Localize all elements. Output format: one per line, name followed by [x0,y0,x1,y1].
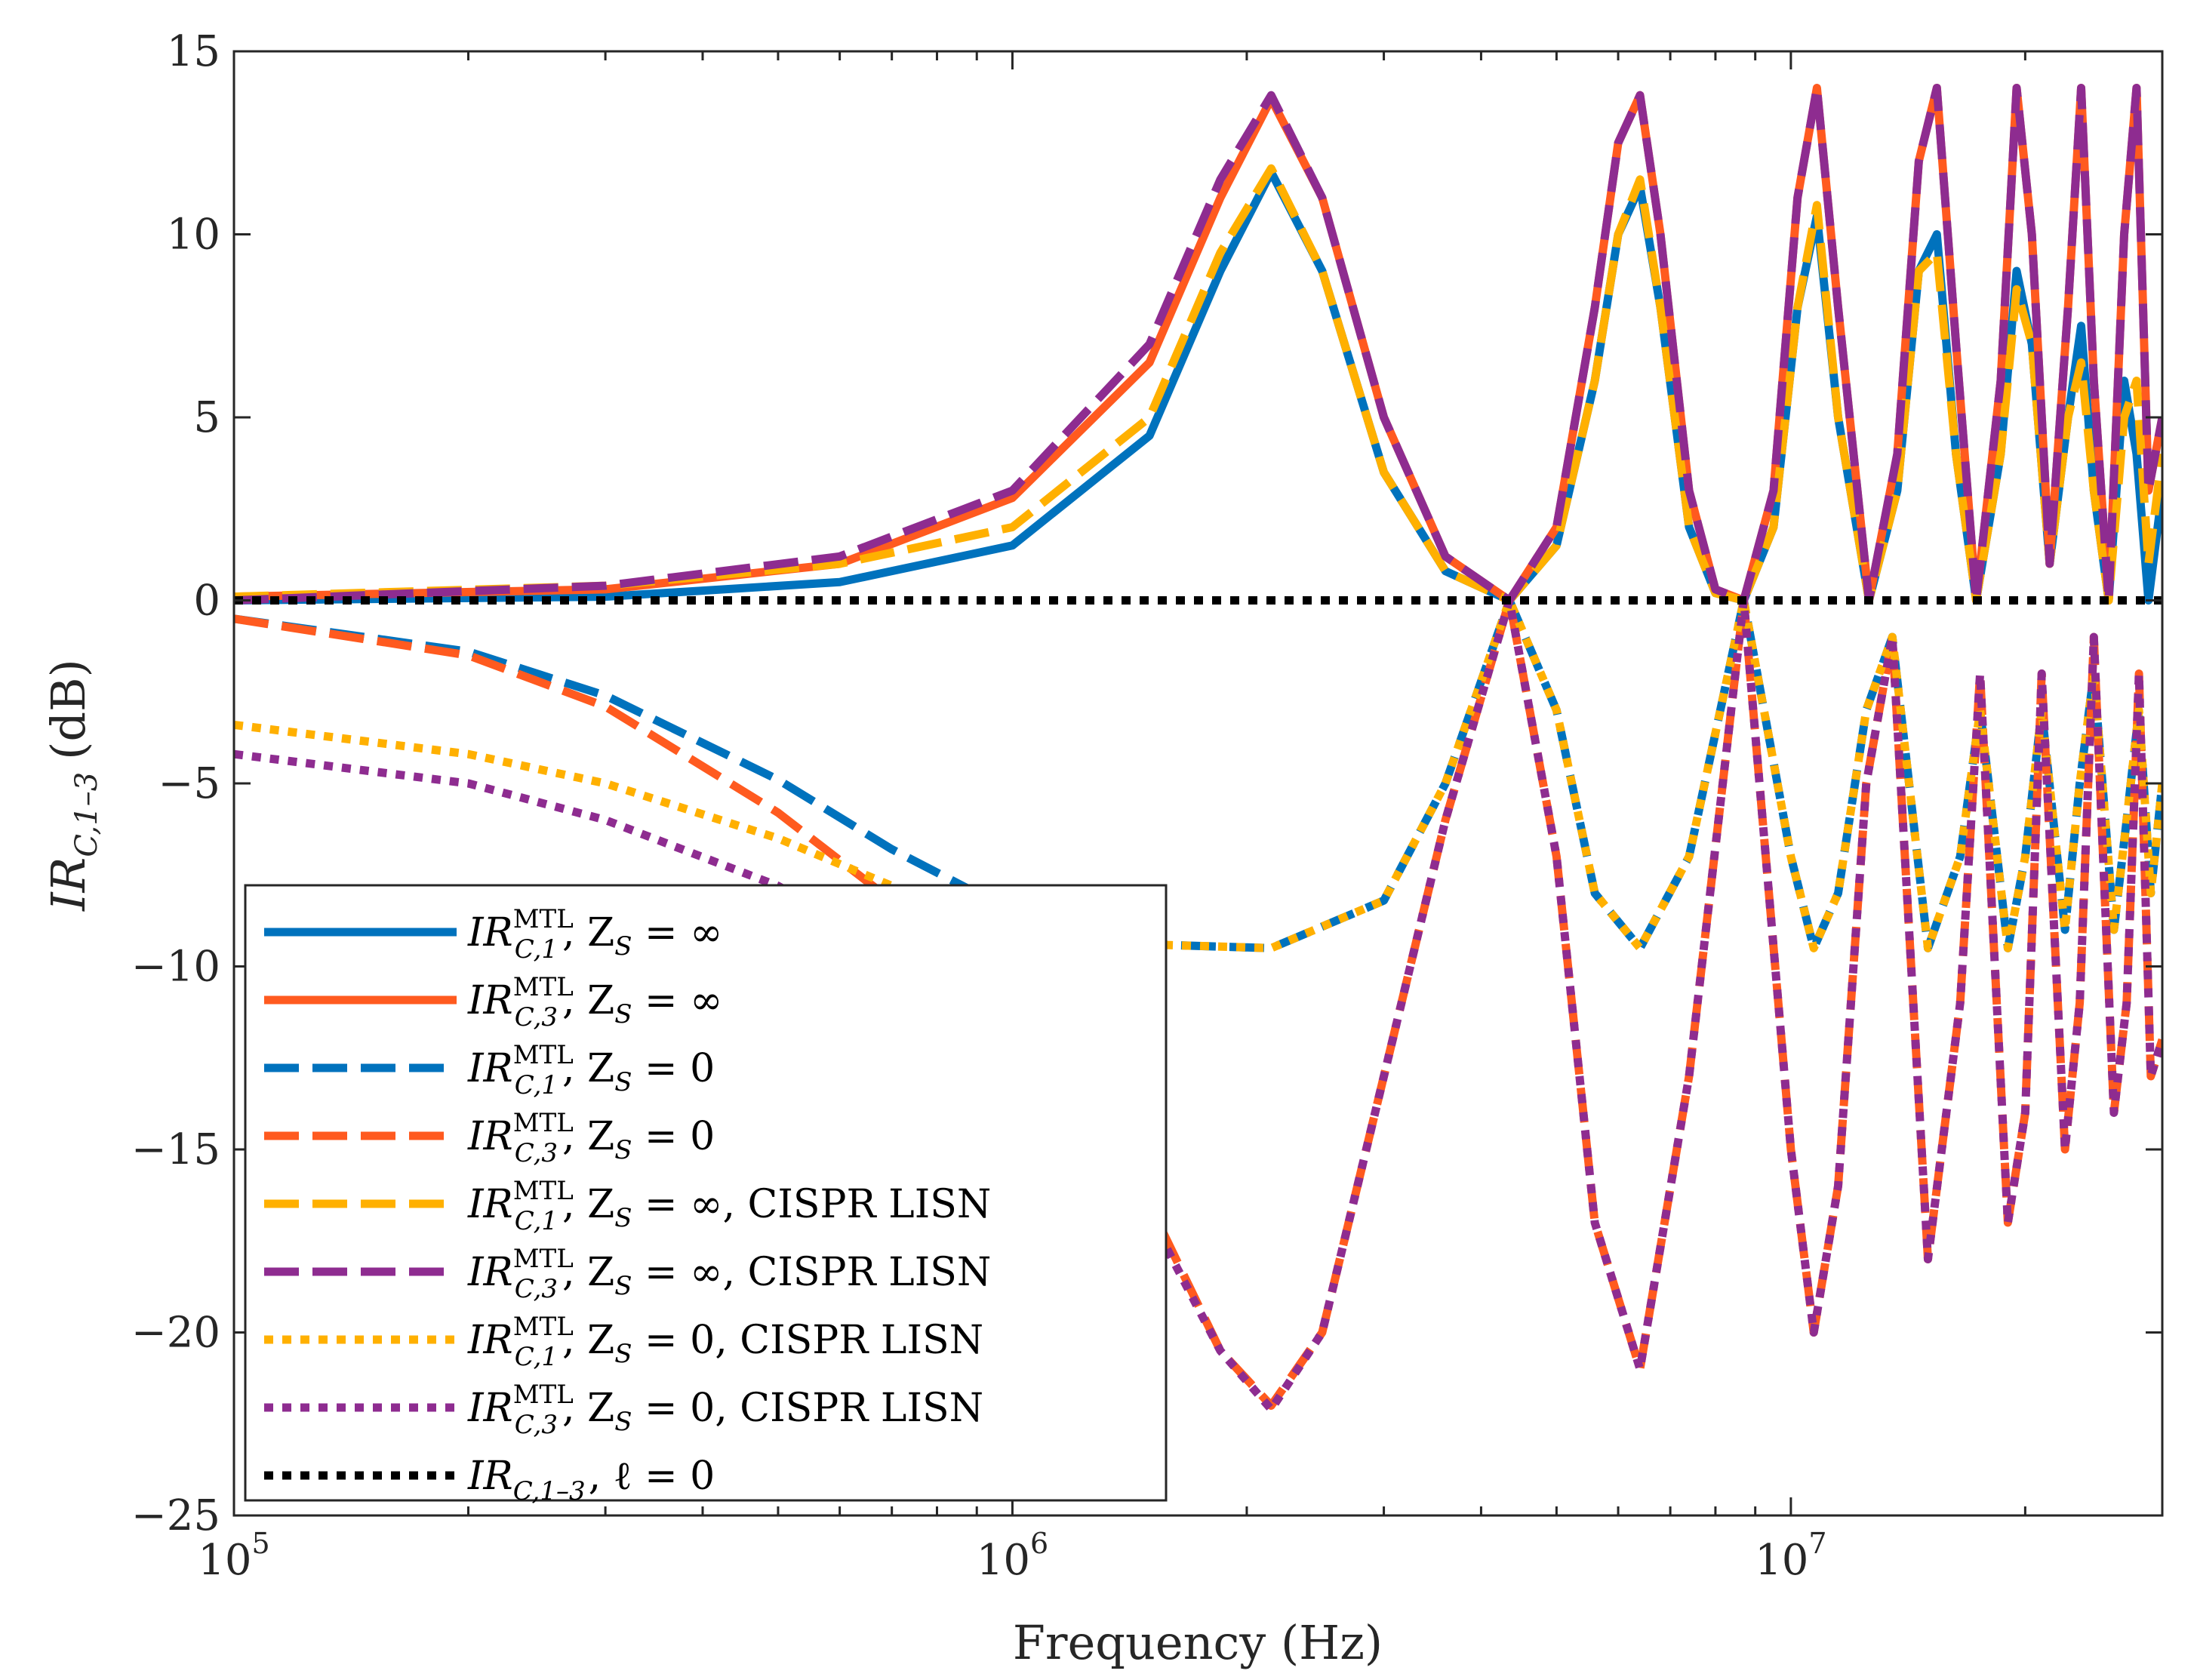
legend-label-9: IRC,1–3, ℓ = 0 [467,1454,715,1506]
x-tick-label: 106 [977,1527,1048,1585]
y-tick-label: −20 [131,1309,220,1358]
y-tick-label: 10 [167,211,220,260]
y-tick-label: 0 [193,577,220,626]
legend-label-5: IRMTL C,1, ZS = ∞, CISPR LISN [467,1176,991,1236]
y-tick-label: 15 [167,27,220,76]
y-axis-label-unit: (dB) [41,659,96,760]
series-line-7 [234,596,2162,952]
series-line-5 [234,164,2162,605]
legend-box [244,884,1168,1502]
legend-label-7: IRMTL C,1, ZS = 0, CISPR LISN [467,1312,983,1372]
legend-label-6: IRMTL C,3, ZS = ∞, CISPR LISN [467,1244,991,1304]
legend: IRMTL C,1, ZS = ∞ IRMTL C,3, ZS = ∞ IRMTL C,1… [244,884,1168,1506]
y-axis-label: IRC,1–3 (dB) [41,659,104,912]
y-axis-label-main: IR [41,857,96,912]
tick-layer: −25 −20 −15 −10 −5 0 5 10 15 105 106 107 [131,27,2164,1585]
y-tick-label: −15 [131,1125,220,1174]
y-tick-label: −25 [131,1491,220,1540]
y-tick-label: 5 [193,393,220,442]
x-tick-label: 107 [1755,1527,1826,1585]
series-line-6 [234,84,2162,605]
legend-label-2: IRMTL C,3, ZS = ∞ [467,972,722,1032]
legend-label-3: IRMTL C,1, ZS = 0 [467,1040,715,1100]
y-tick-label: −5 [158,759,220,808]
y-axis-label-sub: C,1–3 [69,772,104,857]
y-tick-label: −10 [131,943,220,992]
legend-label-4: IRMTL C,3, ZS = 0 [467,1108,715,1168]
legend-label-1: IRMTL C,1, ZS = ∞ [467,904,722,965]
x-tick-label: 105 [198,1527,269,1585]
axes-box [232,50,2164,1517]
legend-label-8: IRMTL C,3, ZS = 0, CISPR LISN [467,1380,983,1440]
x-axis-label: Frequency (Hz) [1013,1615,1383,1670]
